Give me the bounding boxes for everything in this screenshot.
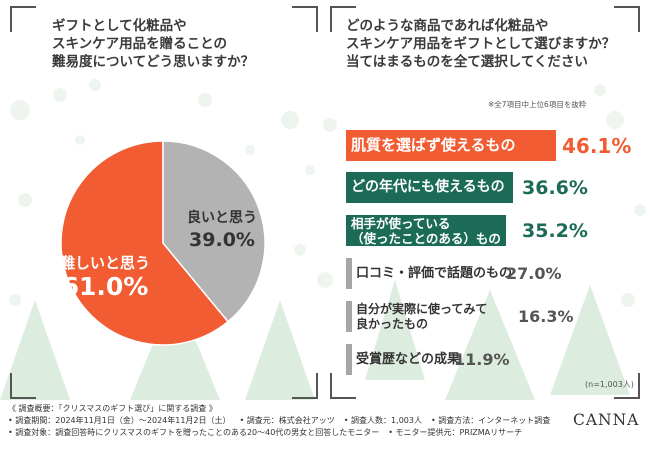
bar-label: 相手が使っている （使ったことのある）もの [351, 215, 501, 246]
footer-item: • モニター提供元：PRIZMAリサーチ [388, 428, 523, 437]
footer-row: • 調査期間：2024年11月1日（金）〜2024年11月2日（土） • 調査元：… [8, 415, 648, 427]
bar-row: 口コミ・評価で話題のもの 27.0% [346, 258, 562, 289]
footer-title: 《 調査概要：「クリスマスのギフト選び」に関する調査 》 [8, 404, 217, 413]
snow-dot [634, 204, 646, 216]
footer-item: • 調査対象：調査回答時にクリスマスのギフトを贈ったことのある20〜40代の男女… [8, 428, 380, 437]
pie-slice [162, 140, 266, 323]
tree-shape [0, 300, 70, 400]
bar-row: 相手が使っている （使ったことのある）もの 35.2% [346, 215, 588, 246]
snow-dot [10, 100, 30, 120]
bar-label: 自分が実際に使ってみて 良かったもの [356, 301, 488, 331]
snow-dot [9, 294, 21, 306]
left-question: ギフトとして化粧品や スキンケア用品を贈ることの 難易度についてどう思いますか？ [52, 18, 255, 70]
snow-dot [621, 293, 635, 307]
tree-shape [445, 290, 535, 400]
bar-label: 肌質を選ばず使えるもの [351, 136, 516, 154]
snow-dot [245, 145, 255, 155]
right-question: どのような商品であれば化粧品や スキンケア用品をギフトとして選びますか？ 当ては… [346, 18, 616, 70]
bar-row: どの年代にも使えるもの 36.6% [346, 172, 588, 203]
tree-shape [550, 285, 630, 395]
corner-bracket [330, 373, 356, 399]
bar-value-label: 35.2% [522, 219, 588, 242]
snow-dot [89, 79, 101, 91]
corner-bracket [614, 373, 640, 399]
corner-bracket [292, 373, 318, 399]
bar-value-label: 27.0% [506, 264, 562, 283]
corner-bracket [10, 373, 36, 399]
bar-value-label: 36.6% [522, 176, 588, 199]
tree-shape [245, 300, 315, 400]
footer-row: • 調査対象：調査回答時にクリスマスのギフトを贈ったことのある20〜40代の男女… [8, 427, 648, 439]
snow-dot [198, 93, 212, 107]
pie-slice [60, 140, 230, 346]
bar-row: 自分が実際に使ってみて 良かったもの 16.3% [346, 301, 574, 332]
corner-bracket [614, 6, 640, 32]
bar-value-label: 11.9% [454, 350, 510, 369]
footer-item: • 調査期間：2024年11月1日（金）〜2024年11月2日（土） [8, 416, 231, 425]
pie-slice-label: 難しいと思う [60, 254, 150, 272]
bar [346, 301, 352, 332]
footer-item: • 調査方法：インターネット調査 [430, 416, 551, 425]
corner-bracket [330, 6, 356, 32]
bar-value-label: 16.3% [518, 307, 574, 326]
bar-row: 肌質を選ばず使えるもの 46.1% [346, 130, 631, 161]
right-panel [330, 6, 640, 399]
snow-dot [18, 193, 32, 207]
bar-value-label: 46.1% [562, 133, 632, 158]
bar-row: 受賞歴などの成果 11.9% [346, 344, 510, 375]
snow-dot [606, 111, 624, 129]
footer-item: • 調査元：株式会社アッツ [239, 416, 335, 425]
bar [346, 130, 556, 161]
snow-dot [323, 118, 337, 132]
brand-logo: CANNA [573, 411, 640, 429]
snow-dot [317, 272, 333, 288]
left-panel [10, 6, 318, 399]
snow-dot [294, 244, 306, 256]
bar [346, 258, 352, 289]
bar [346, 172, 513, 203]
snow-dot [305, 165, 315, 175]
tree-shape [365, 280, 425, 380]
pie-slice-label: 良いと思う [187, 209, 257, 226]
footer-item: • 調査人数：1,003人 [343, 416, 422, 425]
survey-footer: 《 調査概要：「クリスマスのギフト選び」に関する調査 》 • 調査期間：2024… [8, 403, 648, 439]
snow-dot [75, 135, 85, 145]
snow-dot [594, 84, 606, 96]
bar [346, 215, 507, 246]
snow-dot [53, 88, 67, 102]
bar [346, 344, 352, 375]
bar-label: 口コミ・評価で話題のもの [356, 266, 513, 281]
bar-label: 受賞歴などの成果 [356, 352, 461, 367]
corner-bracket [10, 6, 36, 32]
sample-size-note: (n=1,003人) [585, 380, 634, 389]
pie-slice-value: 39.0% [189, 229, 255, 251]
pie-slice-value: 61.0% [62, 272, 149, 301]
corner-bracket [292, 6, 318, 32]
bar-label: どの年代にも使えるもの [351, 179, 505, 195]
snow-dot [281, 111, 299, 129]
subset-note: ※全7項目中上位6項目を抜粋 [488, 100, 587, 109]
